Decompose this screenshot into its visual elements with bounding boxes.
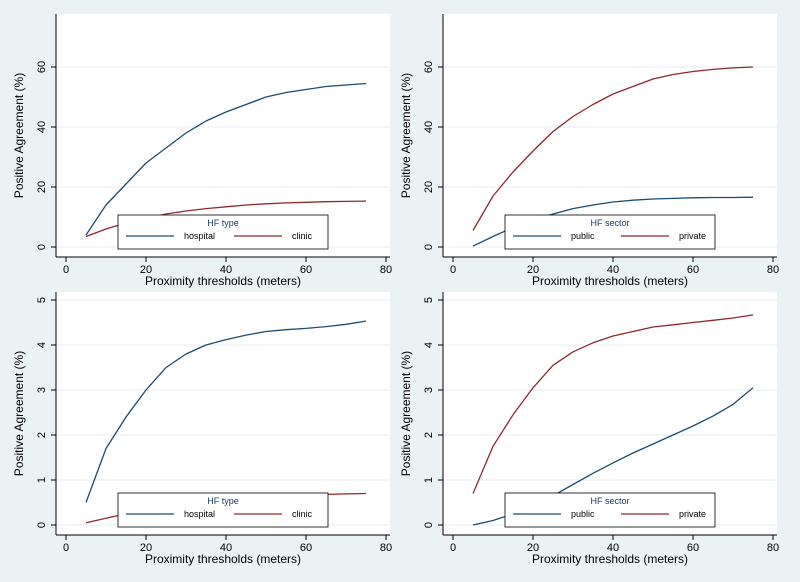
y-tick-label: 1: [36, 477, 48, 483]
legend-label-clinic: clinic: [292, 509, 313, 519]
y-axis-title: Positive Agreement (%): [399, 73, 413, 198]
y-tick-label: 0: [36, 244, 48, 250]
x-tick-label: 0: [450, 264, 456, 276]
x-tick-label: 0: [63, 264, 69, 276]
legend-box: [117, 214, 329, 250]
legend-label-public: public: [571, 509, 595, 519]
legend-label-public: public: [571, 231, 595, 241]
y-tick-label: 4: [423, 342, 435, 348]
series-line-private: [472, 66, 754, 231]
x-tick-label: 20: [140, 542, 152, 554]
y-axis-title: Positive Agreement (%): [12, 351, 26, 476]
legend: HF sector public private: [504, 214, 716, 250]
legend-title: HF type: [207, 218, 239, 228]
y-tick-label: 5: [36, 297, 48, 303]
x-tick-label: 40: [220, 264, 232, 276]
series-line-hospital: [85, 320, 367, 503]
legend: HF sector public private: [504, 492, 716, 528]
y-tick-label: 20: [36, 181, 48, 193]
y-tick-label: 40: [423, 121, 435, 133]
legend-title: HF type: [207, 496, 239, 506]
y-axis-title: Positive Agreement (%): [399, 351, 413, 476]
legend-label-hospital: hospital: [184, 231, 215, 241]
x-axis-title: Proximity thresholds (meters): [145, 552, 301, 566]
legend-box: [504, 214, 716, 250]
chart-panel-3: 0 1 2 3 4 5 0 20 40 60 80 Proximity thresholds (met…: [10, 290, 400, 572]
chart-panel-1: 0 20 40 60 0 20 40 60 80 Proximity thresholds (me…: [10, 10, 400, 288]
legend-title: HF sector: [590, 496, 629, 506]
series-line-private: [472, 314, 754, 494]
legend: HF type hospital clinic: [117, 492, 329, 528]
x-tick-label: 40: [607, 542, 619, 554]
legend: HF type hospital clinic: [117, 214, 329, 250]
y-tick-label: 3: [36, 387, 48, 393]
x-tick-label: 80: [767, 542, 779, 554]
legend-label-private: private: [679, 231, 706, 241]
y-tick-label: 0: [423, 244, 435, 250]
legend-label-hospital: hospital: [184, 509, 215, 519]
legend-box: [117, 492, 329, 528]
x-tick-label: 80: [767, 264, 779, 276]
x-tick-label: 60: [300, 542, 312, 554]
legend-label-private: private: [679, 509, 706, 519]
y-tick-label: 0: [423, 522, 435, 528]
x-tick-label: 20: [527, 542, 539, 554]
x-tick-label: 40: [607, 264, 619, 276]
y-tick-label: 3: [423, 387, 435, 393]
x-tick-label: 0: [450, 542, 456, 554]
y-tick-label: 1: [423, 477, 435, 483]
x-tick-label: 80: [380, 542, 392, 554]
legend-box: [504, 492, 716, 528]
y-tick-label: 20: [423, 181, 435, 193]
y-tick-label: 2: [423, 432, 435, 438]
y-tick-label: 2: [36, 432, 48, 438]
legend-label-clinic: clinic: [292, 231, 313, 241]
y-tick-label: 60: [423, 61, 435, 73]
x-axis-title: Proximity thresholds (meters): [532, 274, 688, 288]
series-line-hospital: [85, 82, 367, 236]
x-tick-label: 80: [380, 264, 392, 276]
y-tick-label: 60: [36, 61, 48, 73]
x-axis-title: Proximity thresholds (meters): [532, 552, 688, 566]
x-tick-label: 20: [527, 264, 539, 276]
x-tick-label: 60: [687, 264, 699, 276]
x-tick-label: 40: [220, 542, 232, 554]
legend-title: HF sector: [590, 218, 629, 228]
x-tick-label: 20: [140, 264, 152, 276]
chart-panel-2: 0 20 40 60 0 20 40 60 80 Proximity thresholds (me…: [398, 10, 790, 288]
x-tick-label: 0: [63, 542, 69, 554]
y-axis-title: Positive Agreement (%): [12, 73, 26, 198]
y-tick-label: 40: [36, 121, 48, 133]
y-tick-label: 5: [423, 297, 435, 303]
y-tick-label: 0: [36, 522, 48, 528]
x-tick-label: 60: [300, 264, 312, 276]
x-tick-label: 60: [687, 542, 699, 554]
x-axis-title: Proximity thresholds (meters): [145, 274, 301, 288]
y-tick-label: 4: [36, 342, 48, 348]
chart-panel-4: 0 1 2 3 4 5 0 20 40 60 80 Proximity thresholds (met…: [398, 290, 790, 572]
